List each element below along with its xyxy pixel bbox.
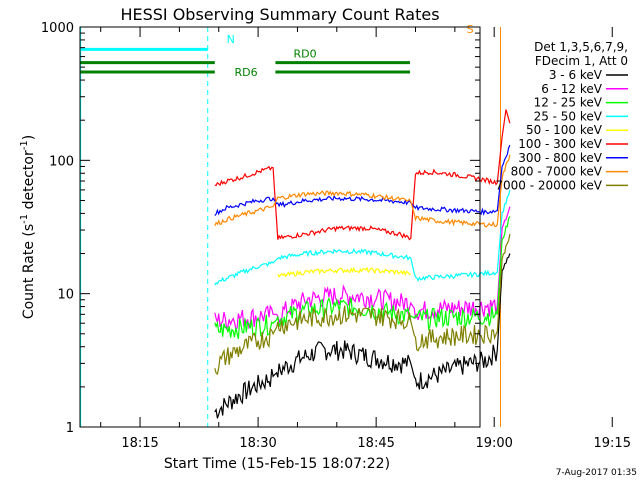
x-tick-label-1: 18:30 <box>239 436 276 451</box>
y-axis-label: Count Rate (s-1 detector-1) <box>19 135 37 319</box>
legend-header-line-1: Det 1,3,5,6,7,9, <box>534 40 628 54</box>
legend-label-4: 50 - 100 keV <box>526 123 603 137</box>
series-line-4 <box>277 266 411 278</box>
flag-label-rd6: RD6 <box>234 66 257 79</box>
legend-label-8: 7000 - 20000 keV <box>495 178 602 192</box>
y-tick-label-3: 1000 <box>41 21 74 36</box>
legend-label-3: 25 - 50 keV <box>534 109 603 123</box>
legend-label-1: 6 - 12 keV <box>541 82 603 96</box>
series-line-2 <box>214 216 511 339</box>
series-line-3 <box>214 189 511 286</box>
y-axis-label-sup1: -1 <box>19 214 30 224</box>
legend-label-0: 3 - 6 keV <box>549 68 603 82</box>
y-tick-label-0: 1 <box>66 421 74 436</box>
x-tick-label-4: 19:15 <box>594 436 631 451</box>
legend-label-2: 12 - 25 keV <box>534 96 603 110</box>
flag-label-s: S <box>467 23 474 36</box>
series-line-5 <box>214 109 511 241</box>
y-axis-label-end: ) <box>21 135 37 140</box>
y-axis-ticks: 1 10 100 1000 <box>41 21 480 436</box>
legend-header-line-2: FDecim 1, Att 0 <box>535 54 628 68</box>
x-tick-label-3: 19:00 <box>475 436 512 451</box>
y-axis-label-main: Count Rate (s <box>21 224 37 319</box>
y-axis-label-mid: detector <box>21 150 37 214</box>
series-line-7 <box>214 154 511 228</box>
legend-label-6: 300 - 800 keV <box>518 151 602 165</box>
legend-label-5: 100 - 300 keV <box>518 137 602 151</box>
series-line-6 <box>214 144 511 216</box>
series-line-0 <box>214 253 511 419</box>
y-axis-label-sup2: -1 <box>19 140 30 150</box>
x-axis-label: Start Time (15-Feb-15 18:07:22) <box>164 456 390 472</box>
chart-title: HESSI Observing Summary Count Rates <box>120 5 439 24</box>
x-tick-label-2: 18:45 <box>357 436 394 451</box>
flag-labels: N S RD0 RD6 <box>227 23 474 79</box>
footer-timestamp: 7-Aug-2017 01:35 <box>556 468 637 478</box>
y-tick-label-1: 10 <box>57 288 74 303</box>
plot-frame <box>79 26 481 428</box>
series-lines <box>214 109 511 419</box>
x-tick-label-0: 18:15 <box>121 436 158 451</box>
series-line-8 <box>214 233 511 376</box>
flag-bars <box>80 47 410 74</box>
y-tick-label-2: 100 <box>49 154 74 169</box>
legend: Det 1,3,5,6,7,9, FDecim 1, Att 0 3 - 6 k… <box>495 40 628 192</box>
flag-label-n: N <box>227 33 235 46</box>
flag-label-rd0: RD0 <box>294 48 317 61</box>
series-line-1 <box>214 206 511 331</box>
legend-label-7: 800 - 7000 keV <box>511 165 603 179</box>
